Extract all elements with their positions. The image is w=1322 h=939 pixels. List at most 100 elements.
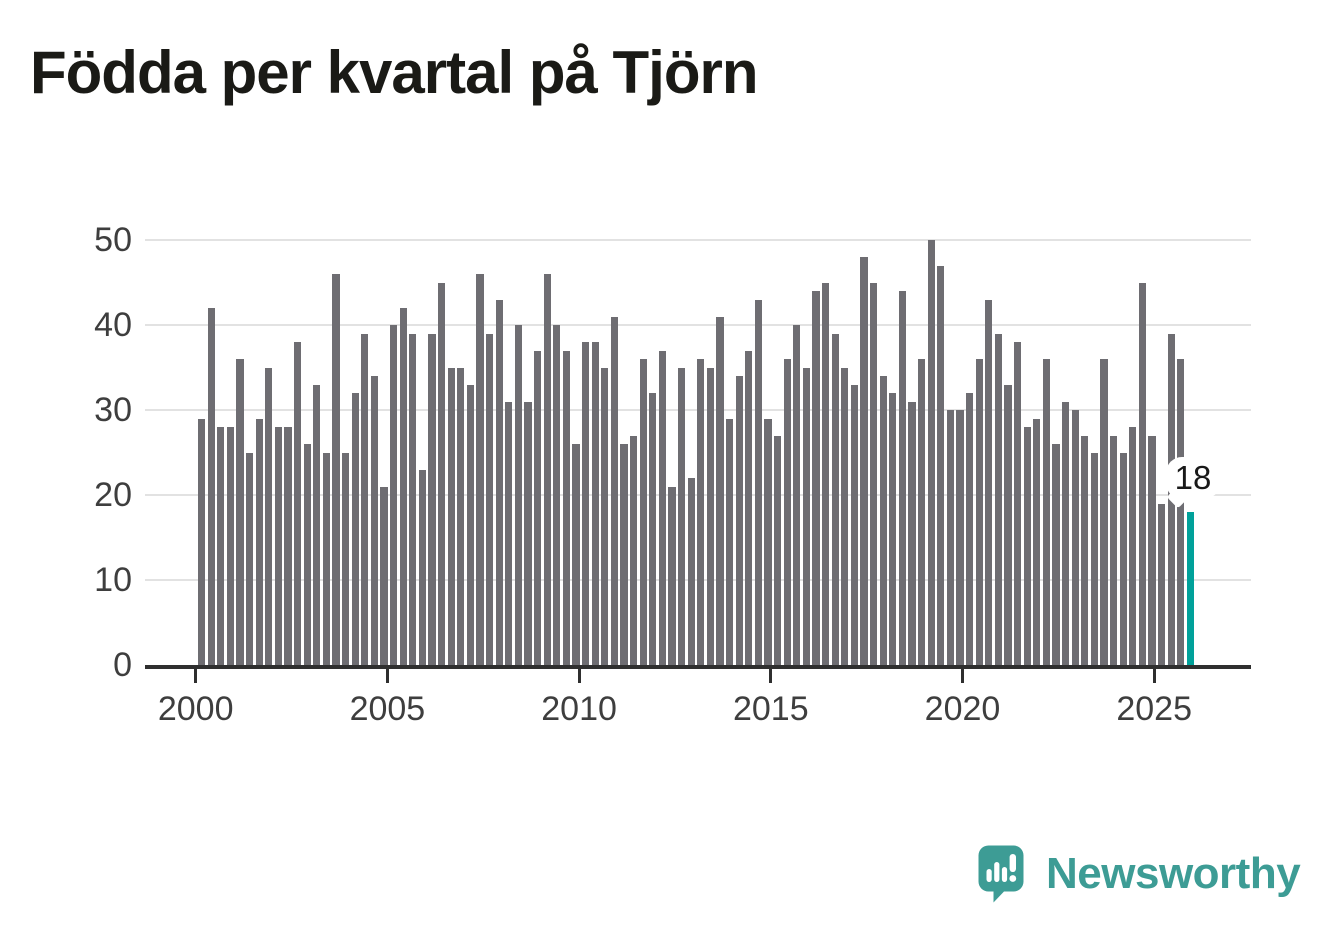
bar xyxy=(831,333,839,665)
x-axis-tick-2025 xyxy=(1152,669,1156,683)
bar xyxy=(418,469,426,665)
bar xyxy=(1071,410,1079,665)
bar xyxy=(486,333,494,665)
bar xyxy=(716,316,724,665)
x-axis-label-2000: 2000 xyxy=(157,690,234,728)
bar xyxy=(1129,427,1137,665)
gridline-y-50 xyxy=(145,239,1251,241)
bar xyxy=(255,418,263,665)
x-axis-label-2005: 2005 xyxy=(349,690,426,728)
bar xyxy=(610,316,618,665)
bar xyxy=(793,325,801,665)
bar xyxy=(1033,418,1041,665)
bar xyxy=(303,444,311,665)
bar xyxy=(956,410,964,665)
gridline-y-40 xyxy=(145,324,1251,326)
bar xyxy=(985,299,993,665)
bar xyxy=(1158,503,1166,665)
bar xyxy=(754,299,762,665)
bar xyxy=(591,342,599,665)
bar xyxy=(889,393,897,665)
bar xyxy=(697,359,705,665)
bar xyxy=(735,376,743,665)
bar xyxy=(313,384,321,665)
speech-bubble-bar-chart-icon xyxy=(978,845,1024,903)
bar xyxy=(841,367,849,665)
bar xyxy=(505,401,513,665)
bar xyxy=(294,342,302,665)
bar xyxy=(1138,282,1146,665)
bar xyxy=(207,308,215,665)
bar xyxy=(1081,435,1089,665)
bar xyxy=(1014,342,1022,665)
last-value-annotation: 18 xyxy=(1166,457,1220,499)
bar xyxy=(783,359,791,665)
bar xyxy=(1100,359,1108,665)
bar xyxy=(447,367,455,665)
bar xyxy=(534,350,542,665)
bar xyxy=(822,282,830,665)
bar xyxy=(745,350,753,665)
bar xyxy=(927,240,935,665)
last-value-label: 18 xyxy=(1174,459,1212,496)
bar xyxy=(265,367,273,665)
bar xyxy=(1177,359,1185,665)
bar xyxy=(438,282,446,665)
x-axis-tick-2015 xyxy=(769,669,773,683)
bar xyxy=(687,478,695,665)
bar xyxy=(658,350,666,665)
y-axis-label-0: 0 xyxy=(113,646,132,684)
bar xyxy=(361,333,369,665)
bar xyxy=(466,384,474,665)
bar xyxy=(246,452,254,665)
bar xyxy=(975,359,983,665)
bar xyxy=(236,359,244,665)
bar-highlight-latest xyxy=(1186,512,1194,665)
y-axis-label-50: 50 xyxy=(94,221,132,259)
bar xyxy=(342,452,350,665)
bar xyxy=(668,486,676,665)
bar xyxy=(764,418,772,665)
logo-text: Newsworthy xyxy=(1046,849,1301,898)
bar xyxy=(850,384,858,665)
bar xyxy=(639,359,647,665)
bar xyxy=(524,401,532,665)
bar xyxy=(409,333,417,665)
bar xyxy=(217,427,225,665)
bar xyxy=(562,350,570,665)
bar xyxy=(620,444,628,665)
bar xyxy=(1023,427,1031,665)
bar xyxy=(706,367,714,665)
bar xyxy=(428,333,436,665)
y-axis-label-40: 40 xyxy=(94,306,132,344)
bar xyxy=(946,410,954,665)
bar xyxy=(870,282,878,665)
y-axis-label-20: 20 xyxy=(94,476,132,514)
bar xyxy=(370,376,378,665)
bar xyxy=(726,418,734,665)
bar xyxy=(582,342,590,665)
bar xyxy=(390,325,398,665)
bar xyxy=(514,325,522,665)
bar xyxy=(678,367,686,665)
bar xyxy=(601,367,609,665)
bar xyxy=(226,427,234,665)
x-axis-label-2020: 2020 xyxy=(924,690,1001,728)
bar xyxy=(495,299,503,665)
bar xyxy=(1004,384,1012,665)
bar xyxy=(879,376,887,665)
page-title: Födda per kvartal på Tjörn xyxy=(30,39,758,106)
bar xyxy=(860,257,868,665)
x-axis-label-2010: 2010 xyxy=(541,690,617,728)
bar xyxy=(774,435,782,665)
bar xyxy=(198,418,206,665)
bar xyxy=(543,274,551,665)
bar xyxy=(937,265,945,665)
x-axis-label-2015: 2015 xyxy=(732,690,809,728)
bar xyxy=(457,367,465,665)
bar xyxy=(1052,444,1060,665)
bar xyxy=(649,393,657,665)
bar xyxy=(351,393,359,665)
x-axis-tick-2010 xyxy=(577,669,581,683)
bar xyxy=(1110,435,1118,665)
